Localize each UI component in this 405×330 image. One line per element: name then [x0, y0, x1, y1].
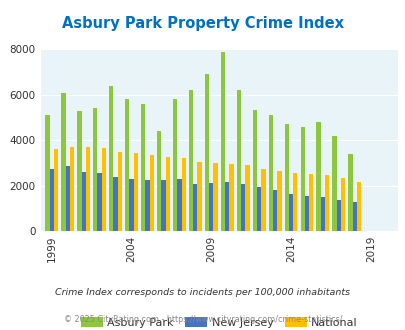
- Bar: [229, 164, 233, 231]
- Bar: [197, 162, 201, 231]
- Bar: [347, 154, 352, 231]
- Bar: [49, 169, 54, 231]
- Bar: [177, 179, 181, 231]
- Bar: [204, 75, 209, 231]
- Bar: [236, 90, 241, 231]
- Bar: [252, 110, 256, 231]
- Bar: [45, 115, 49, 231]
- Text: © 2025 CityRating.com - https://www.cityrating.com/crime-statistics/: © 2025 CityRating.com - https://www.city…: [64, 315, 341, 324]
- Bar: [209, 183, 213, 231]
- Bar: [332, 136, 336, 231]
- Bar: [245, 165, 249, 231]
- Bar: [284, 124, 288, 231]
- Bar: [145, 180, 149, 231]
- Bar: [165, 157, 169, 231]
- Bar: [220, 52, 224, 231]
- Bar: [161, 180, 165, 231]
- Bar: [272, 190, 277, 231]
- Bar: [340, 178, 345, 231]
- Text: Crime Index corresponds to incidents per 100,000 inhabitants: Crime Index corresponds to incidents per…: [55, 287, 350, 297]
- Bar: [292, 173, 297, 231]
- Text: Asbury Park Property Crime Index: Asbury Park Property Crime Index: [62, 16, 343, 31]
- Bar: [77, 111, 81, 231]
- Bar: [261, 169, 265, 231]
- Bar: [81, 172, 85, 231]
- Bar: [356, 182, 360, 231]
- Bar: [315, 122, 320, 231]
- Bar: [85, 147, 90, 231]
- Bar: [320, 197, 324, 231]
- Bar: [304, 196, 308, 231]
- Bar: [129, 179, 133, 231]
- Bar: [288, 194, 292, 231]
- Bar: [224, 182, 229, 231]
- Bar: [268, 115, 272, 231]
- Bar: [102, 148, 106, 231]
- Legend: Asbury Park, New Jersey, National: Asbury Park, New Jersey, National: [76, 313, 361, 330]
- Bar: [173, 99, 177, 231]
- Bar: [300, 127, 304, 231]
- Bar: [308, 174, 313, 231]
- Bar: [97, 173, 102, 231]
- Bar: [117, 151, 122, 231]
- Bar: [352, 202, 356, 231]
- Bar: [93, 109, 97, 231]
- Bar: [70, 147, 74, 231]
- Bar: [54, 149, 58, 231]
- Bar: [125, 99, 129, 231]
- Bar: [213, 163, 217, 231]
- Bar: [65, 166, 70, 231]
- Bar: [109, 86, 113, 231]
- Bar: [324, 176, 328, 231]
- Bar: [113, 177, 117, 231]
- Bar: [188, 90, 193, 231]
- Bar: [141, 104, 145, 231]
- Bar: [277, 171, 281, 231]
- Bar: [181, 158, 185, 231]
- Bar: [149, 155, 153, 231]
- Bar: [193, 184, 197, 231]
- Bar: [157, 131, 161, 231]
- Bar: [336, 200, 340, 231]
- Bar: [133, 153, 138, 231]
- Bar: [241, 184, 245, 231]
- Bar: [61, 93, 65, 231]
- Bar: [256, 187, 261, 231]
